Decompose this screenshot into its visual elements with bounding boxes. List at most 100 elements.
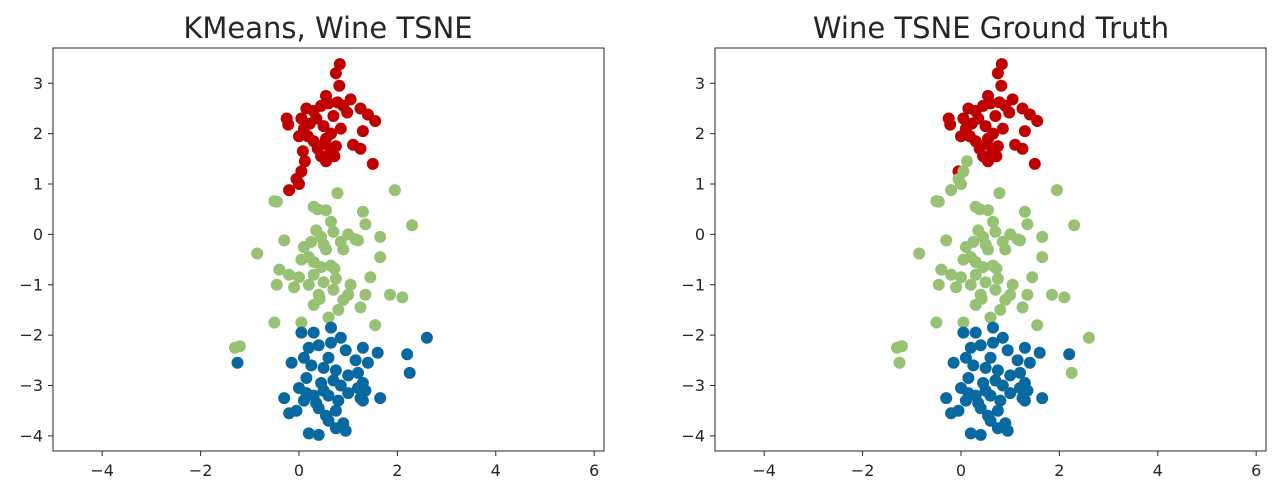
cluster-2-point: [359, 288, 372, 301]
cluster-1-point: [329, 67, 342, 80]
cluster-2-point: [990, 262, 1003, 275]
cluster-2-point: [396, 291, 409, 304]
cluster-2-point: [278, 234, 291, 247]
cluster-3-point: [297, 394, 310, 407]
cluster-3-point: [342, 387, 355, 400]
cluster-1-point: [1003, 106, 1016, 119]
cluster-1-point: [317, 120, 330, 133]
cluster-3-point: [1036, 392, 1049, 405]
cluster-1-point: [955, 130, 967, 143]
cluster-2-point: [1036, 251, 1049, 264]
cluster-3-point: [991, 364, 1004, 377]
y-tick-label: 2: [33, 124, 43, 143]
cluster-1-point: [944, 118, 957, 131]
cluster-2-point: [384, 288, 396, 301]
cluster-3-point: [356, 341, 369, 354]
cluster-3-point: [325, 321, 337, 334]
cluster-1-point: [333, 79, 346, 92]
cluster-3-point: [987, 321, 999, 334]
cluster-2-point: [1050, 184, 1063, 197]
cluster-2-point: [1021, 288, 1034, 301]
cluster-3-point: [1023, 356, 1036, 369]
cluster-1-point: [984, 97, 997, 110]
cluster-1-point: [979, 120, 992, 133]
cluster-2-point: [969, 200, 982, 213]
cluster-3-point: [940, 392, 953, 405]
cluster-2-point: [987, 215, 999, 228]
cluster-2-point: [268, 195, 281, 208]
cluster-2-point: [991, 272, 1004, 285]
y-tick-label: −2: [681, 326, 705, 345]
cluster-2-point: [1006, 278, 1019, 291]
cluster-3-point: [962, 372, 975, 384]
cluster-1-point: [366, 157, 379, 170]
cluster-2-point: [969, 268, 982, 281]
cluster-3-point: [967, 359, 980, 372]
cluster-2-point: [913, 247, 926, 260]
cluster-2-point: [960, 155, 973, 168]
cluster-2-point: [1065, 366, 1078, 379]
cluster-2-point: [994, 303, 1007, 316]
cluster-3-point: [945, 407, 958, 420]
cluster-3-point: [332, 394, 345, 407]
cluster-3-point: [322, 414, 335, 427]
x-tick-label: 6: [589, 461, 599, 480]
cluster-2-point: [332, 303, 345, 316]
cluster-1-point: [293, 130, 305, 143]
cluster-1-point: [322, 97, 335, 110]
cluster-3-point: [1033, 346, 1046, 359]
cluster-2-point: [893, 356, 906, 369]
cluster-2-point: [955, 271, 967, 284]
y-tick-label: −4: [681, 426, 705, 445]
cluster-3-point: [329, 422, 342, 435]
cluster-2-point: [307, 268, 320, 281]
cluster-2-point: [337, 293, 350, 306]
y-tick-label: 0: [695, 225, 705, 244]
cluster-2-point: [1068, 219, 1081, 232]
axis-ticks: −4 −2 0 2 4 6 3 2 1 0 −1 −2 −3 −4: [19, 74, 599, 480]
cluster-3-point: [991, 404, 1004, 417]
cluster-3-point: [959, 351, 972, 364]
cluster-2-point: [979, 276, 992, 289]
cluster-2-point: [328, 262, 341, 275]
cluster-1-point: [995, 79, 1008, 92]
cluster-2-point: [999, 243, 1012, 256]
cluster-3-point: [339, 344, 352, 357]
y-tick-label: −4: [19, 426, 43, 445]
cluster-2-point: [288, 281, 301, 294]
cluster-2-point: [354, 301, 367, 314]
cluster-3-point: [969, 326, 982, 339]
kmeans-scatter-panel: KMeans, Wine TSNE −4 −2 0 2 4 6 3 2 1 0 −1 −2 −3 −4: [19, 11, 605, 480]
cluster-3-point: [974, 339, 987, 352]
cluster-3-point: [349, 354, 362, 367]
x-tick-label: −4: [752, 461, 776, 480]
cluster-2-point: [964, 278, 977, 291]
cluster-1-point: [991, 67, 1004, 80]
cluster-2-point: [895, 340, 908, 353]
y-tick-label: −3: [681, 376, 705, 395]
x-tick-label: 4: [491, 461, 501, 480]
cluster-1-point: [990, 150, 1003, 163]
y-tick-label: 3: [695, 74, 705, 93]
cluster-2-point: [327, 283, 340, 296]
cluster-1-point: [328, 150, 341, 163]
cluster-3-point: [278, 392, 291, 405]
cluster-3-point: [1004, 369, 1017, 382]
cluster-2-point: [270, 278, 283, 291]
cluster-2-point: [322, 311, 335, 324]
x-tick-label: −2: [851, 461, 875, 480]
cluster-2-point: [359, 218, 372, 231]
cluster-3-point: [984, 389, 997, 402]
cluster-2-point: [1031, 319, 1044, 332]
cluster-1-point: [995, 58, 1008, 71]
cluster-3-point: [974, 402, 987, 415]
cluster-1-point: [1018, 125, 1031, 138]
cluster-2-point: [975, 292, 988, 305]
cluster-1-point: [341, 106, 354, 119]
cluster-2-point: [1018, 205, 1031, 218]
cluster-3-point: [984, 351, 997, 364]
cluster-3-point: [302, 427, 315, 440]
cluster-1-point: [980, 137, 993, 150]
cluster-2-point: [977, 261, 990, 274]
